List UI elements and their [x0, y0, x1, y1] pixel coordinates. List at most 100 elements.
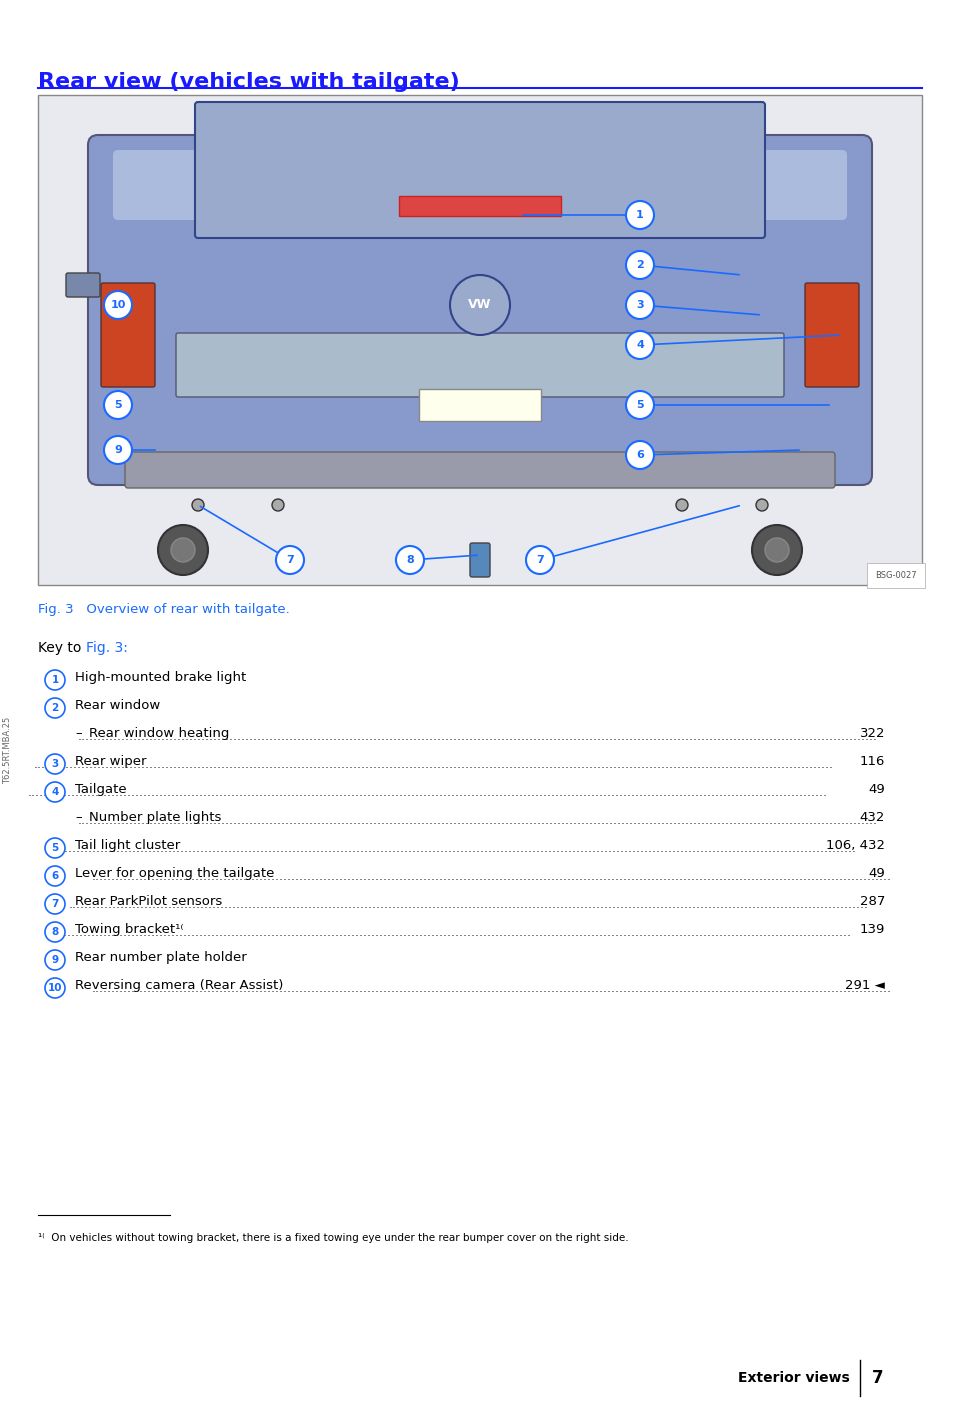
Circle shape: [45, 866, 65, 886]
Text: Tail light cluster: Tail light cluster: [75, 839, 180, 852]
Text: 5: 5: [52, 843, 59, 853]
Text: Rear view (vehicles with tailgate): Rear view (vehicles with tailgate): [38, 73, 460, 93]
Text: Reversing camera (Rear Assist): Reversing camera (Rear Assist): [75, 980, 283, 993]
Circle shape: [171, 538, 195, 562]
Text: 4: 4: [51, 787, 59, 797]
FancyBboxPatch shape: [195, 103, 765, 238]
FancyBboxPatch shape: [66, 273, 100, 298]
Circle shape: [45, 671, 65, 691]
FancyBboxPatch shape: [113, 150, 847, 219]
Circle shape: [526, 545, 554, 574]
Text: 322: 322: [859, 728, 885, 740]
Text: Lever for opening the tailgate: Lever for opening the tailgate: [75, 867, 275, 880]
Circle shape: [626, 392, 654, 419]
Text: ................................................................................: ........................................…: [78, 729, 877, 742]
Circle shape: [626, 201, 654, 229]
Circle shape: [450, 275, 510, 335]
FancyBboxPatch shape: [419, 389, 541, 422]
Text: Rear number plate holder: Rear number plate holder: [75, 951, 247, 964]
Text: 8: 8: [406, 555, 414, 565]
Text: ¹⁽  On vehicles without towing bracket, there is a fixed towing eye under the re: ¹⁽ On vehicles without towing bracket, t…: [38, 1233, 629, 1243]
Text: 8: 8: [52, 927, 59, 937]
Circle shape: [45, 894, 65, 914]
FancyBboxPatch shape: [88, 135, 872, 486]
Text: 7: 7: [286, 555, 294, 565]
Text: 5: 5: [636, 400, 644, 410]
Text: 49: 49: [868, 867, 885, 880]
Circle shape: [756, 498, 768, 511]
Text: 106, 432: 106, 432: [826, 839, 885, 852]
Circle shape: [752, 525, 802, 575]
Text: ................................................................................: ........................................…: [57, 842, 857, 854]
FancyBboxPatch shape: [399, 197, 561, 216]
Text: –: –: [75, 812, 82, 824]
Circle shape: [626, 251, 654, 279]
FancyBboxPatch shape: [38, 95, 922, 585]
Text: 7: 7: [872, 1368, 883, 1387]
Text: Key to: Key to: [38, 641, 85, 655]
Text: ................................................................................: ........................................…: [92, 870, 892, 883]
Text: 7: 7: [536, 555, 544, 565]
Circle shape: [158, 525, 208, 575]
Text: High-mounted brake light: High-mounted brake light: [75, 671, 247, 684]
Text: ................................................................................: ........................................…: [51, 926, 852, 938]
Text: 7: 7: [51, 899, 59, 909]
Circle shape: [45, 978, 65, 998]
Text: ................................................................................: ........................................…: [34, 758, 834, 770]
Circle shape: [626, 290, 654, 319]
Circle shape: [192, 498, 204, 511]
Circle shape: [45, 950, 65, 970]
Text: 5: 5: [114, 400, 122, 410]
Circle shape: [626, 441, 654, 468]
Text: Rear ParkPilot sensors: Rear ParkPilot sensors: [75, 896, 223, 909]
Text: VW: VW: [468, 299, 492, 312]
Text: 2: 2: [636, 261, 644, 271]
Text: Exterior views: Exterior views: [738, 1371, 850, 1386]
Circle shape: [104, 290, 132, 319]
Circle shape: [45, 753, 65, 775]
Text: 139: 139: [859, 923, 885, 936]
Circle shape: [45, 698, 65, 718]
Circle shape: [765, 538, 789, 562]
Text: 287: 287: [859, 896, 885, 909]
Text: 1: 1: [636, 209, 644, 219]
Text: 1: 1: [52, 675, 59, 685]
Text: 432: 432: [859, 812, 885, 824]
Circle shape: [276, 545, 304, 574]
Text: ................................................................................: ........................................…: [78, 813, 877, 826]
Text: 3: 3: [52, 759, 59, 769]
Text: 9: 9: [114, 444, 122, 456]
Circle shape: [45, 837, 65, 859]
FancyBboxPatch shape: [176, 333, 784, 397]
Circle shape: [272, 498, 284, 511]
Circle shape: [626, 330, 654, 359]
Text: 49: 49: [868, 783, 885, 796]
Text: 6: 6: [52, 871, 59, 881]
Text: 10: 10: [110, 300, 126, 310]
Text: Rear wiper: Rear wiper: [75, 755, 147, 768]
Text: 291 ◄: 291 ◄: [845, 980, 885, 993]
Circle shape: [45, 921, 65, 943]
Text: –: –: [75, 728, 82, 740]
Circle shape: [104, 392, 132, 419]
Text: 116: 116: [859, 755, 885, 768]
Text: 3: 3: [636, 300, 644, 310]
Text: T62.5RT.MBA.25: T62.5RT.MBA.25: [4, 716, 12, 783]
Text: BSG-0027: BSG-0027: [876, 571, 917, 580]
Text: ................................................................................: ........................................…: [28, 786, 828, 799]
Text: ................................................................................: ........................................…: [92, 981, 892, 994]
Text: ................................................................................: ........................................…: [69, 897, 869, 910]
Text: Tailgate: Tailgate: [75, 783, 127, 796]
FancyBboxPatch shape: [101, 283, 155, 387]
FancyBboxPatch shape: [805, 283, 859, 387]
Circle shape: [45, 782, 65, 802]
Text: Towing bracket¹⁽: Towing bracket¹⁽: [75, 923, 183, 936]
Text: Fig. 3:: Fig. 3:: [86, 641, 128, 655]
Text: Fig. 3   Overview of rear with tailgate.: Fig. 3 Overview of rear with tailgate.: [38, 602, 290, 617]
Text: 9: 9: [52, 956, 59, 965]
Text: 4: 4: [636, 340, 644, 350]
Text: Number plate lights: Number plate lights: [89, 812, 222, 824]
Text: Rear window: Rear window: [75, 699, 160, 712]
Circle shape: [676, 498, 688, 511]
Circle shape: [396, 545, 424, 574]
